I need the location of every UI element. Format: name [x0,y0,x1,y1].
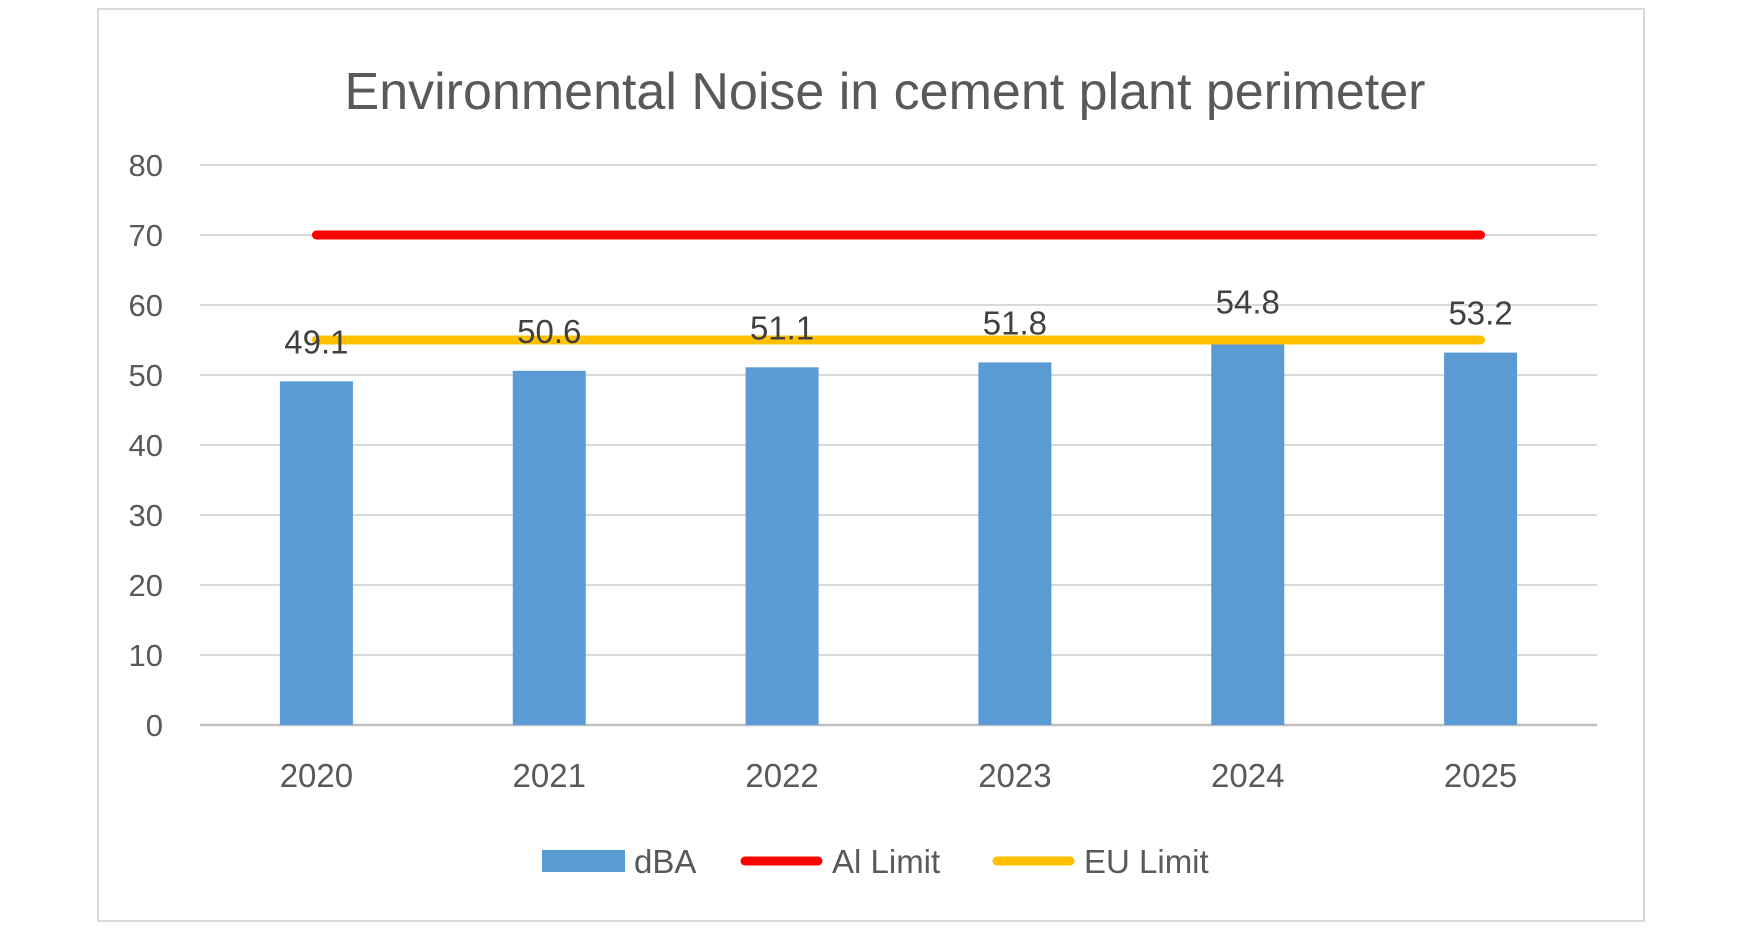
y-axis-ticks: 0 10 20 30 40 50 60 70 80 [129,148,163,743]
data-label: 50.6 [517,313,581,350]
y-tick-label: 10 [129,638,163,673]
x-tick-label: 2025 [1444,757,1517,794]
y-tick-label: 30 [129,498,163,533]
x-tick-label: 2021 [513,757,586,794]
data-label: 51.8 [983,304,1047,341]
bar [279,381,353,725]
data-labels: 49.1 50.6 51.1 51.8 54.8 53.2 [284,283,1512,360]
bar [1211,341,1285,725]
chart-frame [97,8,1645,922]
limit-lines [311,230,1486,345]
bar [745,367,819,725]
legend-label: Al Limit [832,843,940,880]
y-tick-label: 60 [129,288,163,323]
chart-title: Environmental Noise in cement plant peri… [345,63,1426,121]
y-tick-label: 80 [129,148,163,183]
legend-label: dBA [634,843,696,880]
y-tick-label: 40 [129,428,163,463]
bar-series [279,341,1518,725]
data-label: 54.8 [1216,283,1280,320]
legend-label: EU Limit [1084,843,1209,880]
data-label: 49.1 [284,323,348,360]
x-tick-label: 2023 [978,757,1051,794]
x-tick-label: 2022 [745,757,818,794]
y-tick-label: 50 [129,358,163,393]
y-tick-label: 70 [129,218,163,253]
bar [978,362,1052,725]
legend: dBA Al Limit EU Limit [542,843,1209,880]
data-label: 51.1 [750,309,814,346]
gridlines [200,164,1597,727]
y-tick-label: 20 [129,568,163,603]
x-axis-ticks: 2020 2021 2022 2023 2024 2025 [280,757,1518,794]
x-tick-label: 2020 [280,757,353,794]
legend-key [542,850,625,872]
data-label: 53.2 [1448,295,1512,332]
y-tick-label: 0 [146,708,163,743]
x-tick-label: 2024 [1211,757,1284,794]
bar [1444,352,1518,725]
bar [512,370,586,725]
